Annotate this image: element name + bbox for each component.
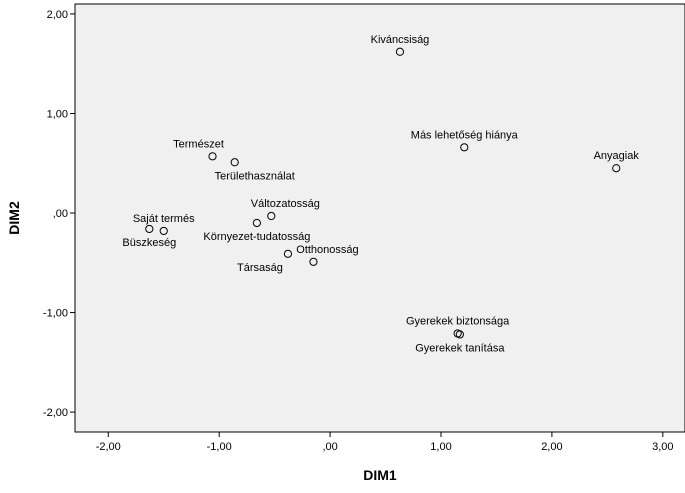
plot-area — [74, 3, 685, 433]
point-label: Gyerekek biztonsága — [406, 315, 510, 327]
data-point — [283, 249, 293, 258]
data-point — [455, 330, 464, 339]
point-label: Társaság — [237, 262, 283, 274]
x-tick-label: -2,00 — [96, 441, 121, 453]
x-tick-label: -1,00 — [207, 441, 232, 453]
data-point — [267, 211, 276, 221]
point-label: Saját termés — [133, 213, 195, 225]
x-tick-label: ,00 — [322, 441, 337, 453]
x-axis-title: DIM1 — [363, 467, 397, 483]
point-label: Területhasználat — [215, 170, 295, 182]
y-tick-label: -2,00 — [43, 407, 68, 419]
data-point — [208, 152, 217, 161]
point-label: Kiváncsiság — [371, 34, 430, 46]
point-label: Gyerekek tanítása — [415, 342, 505, 354]
point-label: Anyagiak — [594, 150, 640, 162]
x-tick-label: 3,00 — [652, 441, 673, 453]
y-tick-label: ,00 — [53, 208, 68, 220]
point-label: Otthonosság — [296, 244, 358, 256]
data-point — [145, 224, 154, 234]
data-point — [159, 226, 168, 236]
x-tick-label: 1,00 — [430, 441, 451, 453]
y-tick-label: -1,00 — [43, 308, 68, 320]
y-tick-label: 1,00 — [47, 108, 68, 120]
data-point — [230, 158, 239, 167]
point-label: Más lehetőség hiánya — [411, 129, 519, 141]
x-axis-ticks: -2,00 -1,00 ,00 1,00 2,00 3,00 — [96, 432, 674, 453]
data-point — [612, 164, 621, 173]
x-tick-label: 2,00 — [541, 441, 562, 453]
data-point — [395, 47, 405, 56]
data-points: Kiváncsiság Más lehetőség hiánya Anyagiak T… — [122, 34, 639, 355]
y-tick-label: 2,00 — [47, 9, 68, 21]
data-point — [309, 257, 318, 266]
plot-background — [74, 3, 685, 433]
data-point — [252, 218, 261, 228]
point-label: Természet — [173, 138, 224, 150]
data-point — [460, 143, 469, 152]
point-label: Változatosság — [251, 198, 320, 210]
point-label: Környezet-tudatosság — [203, 231, 310, 243]
y-axis-title: DIM2 — [6, 201, 22, 235]
y-axis-ticks: -2,00 -1,00 ,00 1,00 2,00 — [43, 9, 75, 419]
point-label: Büszkeség — [122, 237, 176, 249]
